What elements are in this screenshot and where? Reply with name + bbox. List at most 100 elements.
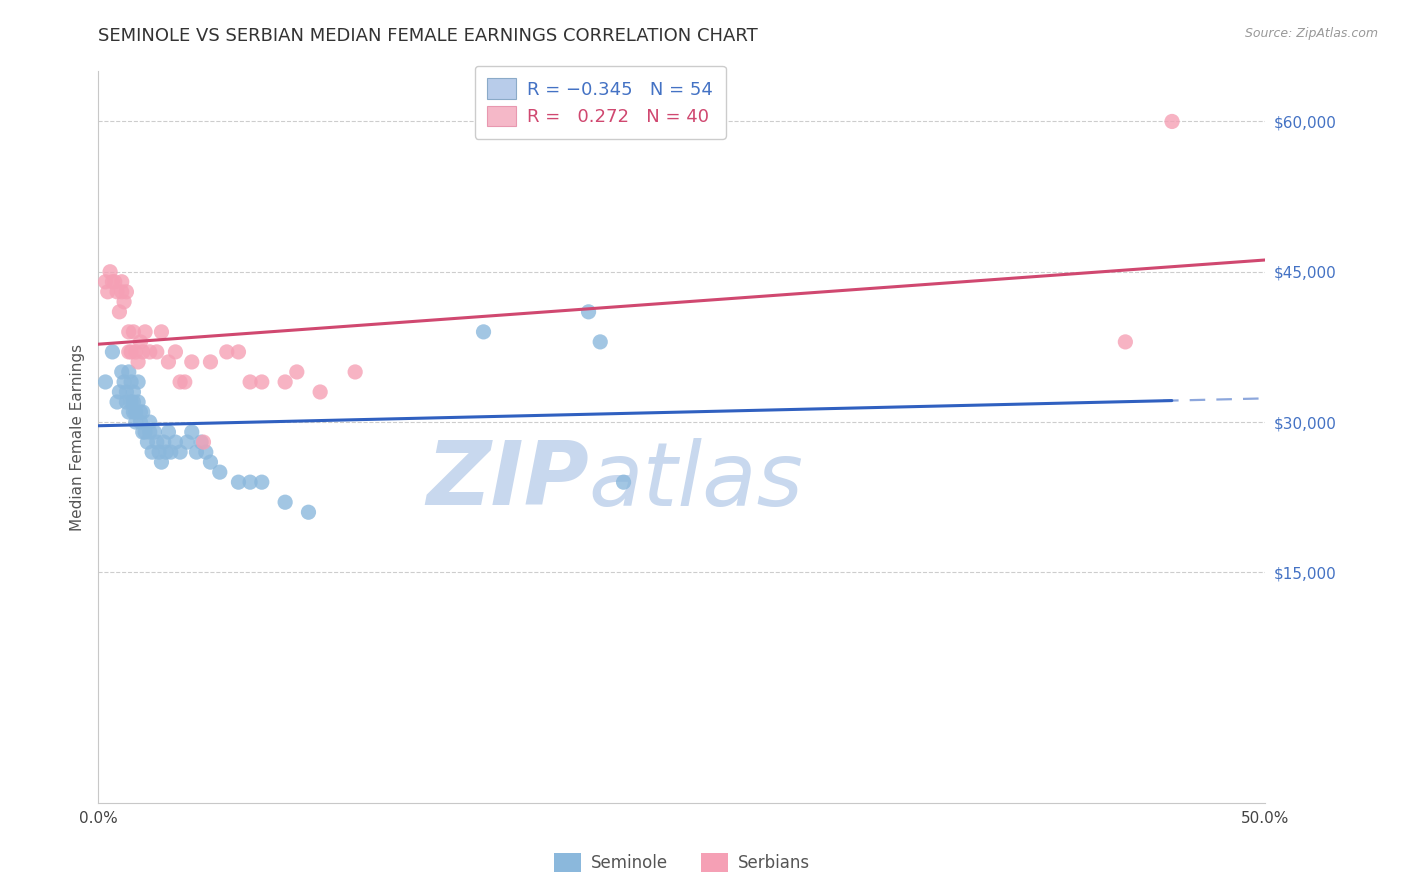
Point <box>228 345 250 359</box>
Point <box>112 294 135 309</box>
Point <box>132 345 155 359</box>
Point <box>239 375 262 389</box>
Point <box>274 375 297 389</box>
Point <box>285 365 308 379</box>
Point <box>589 334 612 349</box>
Point <box>173 375 195 389</box>
Point <box>139 345 162 359</box>
Point <box>115 285 138 299</box>
Point <box>134 425 156 439</box>
Point <box>186 445 208 459</box>
Point <box>165 435 187 450</box>
Point <box>129 405 152 419</box>
Point <box>105 285 128 299</box>
Point <box>125 415 148 429</box>
Point <box>120 395 142 409</box>
Point <box>613 475 636 490</box>
Text: SEMINOLE VS SERBIAN MEDIAN FEMALE EARNINGS CORRELATION CHART: SEMINOLE VS SERBIAN MEDIAN FEMALE EARNIN… <box>98 27 758 45</box>
Point <box>139 425 162 439</box>
Point <box>122 325 145 339</box>
Point <box>132 405 155 419</box>
Point <box>129 415 152 429</box>
Point <box>98 265 121 279</box>
Point <box>125 405 148 419</box>
Point <box>150 325 173 339</box>
Point <box>94 275 117 289</box>
Point <box>118 325 141 339</box>
Point <box>122 384 145 399</box>
Point <box>143 425 166 439</box>
Point <box>118 405 141 419</box>
Point <box>127 355 149 369</box>
Point <box>141 445 163 459</box>
Y-axis label: Median Female Earnings: Median Female Earnings <box>69 343 84 531</box>
Point <box>472 325 495 339</box>
Point <box>1161 114 1184 128</box>
Point <box>176 435 198 450</box>
Point <box>578 305 600 319</box>
Point <box>115 384 138 399</box>
Point <box>159 445 181 459</box>
Point <box>146 435 169 450</box>
Point <box>146 345 169 359</box>
Point <box>169 375 191 389</box>
Point <box>108 305 131 319</box>
Point <box>193 435 215 450</box>
Point <box>250 475 273 490</box>
Point <box>208 465 231 479</box>
Point <box>228 475 250 490</box>
Point <box>139 415 162 429</box>
Point <box>111 365 134 379</box>
Point <box>127 375 149 389</box>
Point <box>125 345 148 359</box>
Point <box>152 435 174 450</box>
Point <box>157 355 180 369</box>
Point <box>111 285 134 299</box>
Point <box>118 345 141 359</box>
Point <box>274 495 297 509</box>
Point <box>190 435 212 450</box>
Point <box>1114 334 1136 349</box>
Point <box>180 355 202 369</box>
Point <box>97 285 120 299</box>
Point <box>122 405 145 419</box>
Point <box>112 375 135 389</box>
Text: atlas: atlas <box>589 438 803 524</box>
Point <box>165 345 187 359</box>
Point <box>122 395 145 409</box>
Point <box>215 345 238 359</box>
Point <box>180 425 202 439</box>
Point <box>155 445 177 459</box>
Point <box>157 425 180 439</box>
Point <box>200 355 222 369</box>
Point <box>118 365 141 379</box>
Point <box>104 275 127 289</box>
Point <box>120 375 142 389</box>
Legend: Seminole, Serbians: Seminole, Serbians <box>547 846 817 879</box>
Point <box>297 505 319 519</box>
Point <box>105 395 128 409</box>
Point <box>101 275 124 289</box>
Point <box>132 425 155 439</box>
Point <box>101 345 124 359</box>
Point <box>111 275 134 289</box>
Point <box>129 334 152 349</box>
Point <box>309 384 332 399</box>
Point <box>169 445 191 459</box>
Point <box>150 455 173 469</box>
Point <box>136 435 159 450</box>
Text: ZIP: ZIP <box>426 437 589 524</box>
Text: Source: ZipAtlas.com: Source: ZipAtlas.com <box>1244 27 1378 40</box>
Point <box>194 445 217 459</box>
Point <box>120 345 142 359</box>
Point <box>200 455 222 469</box>
Point <box>134 325 156 339</box>
Point <box>239 475 262 490</box>
Point <box>115 395 138 409</box>
Point <box>127 395 149 409</box>
Point <box>250 375 273 389</box>
Point <box>148 445 170 459</box>
Point <box>344 365 367 379</box>
Point <box>108 384 131 399</box>
Point <box>94 375 117 389</box>
